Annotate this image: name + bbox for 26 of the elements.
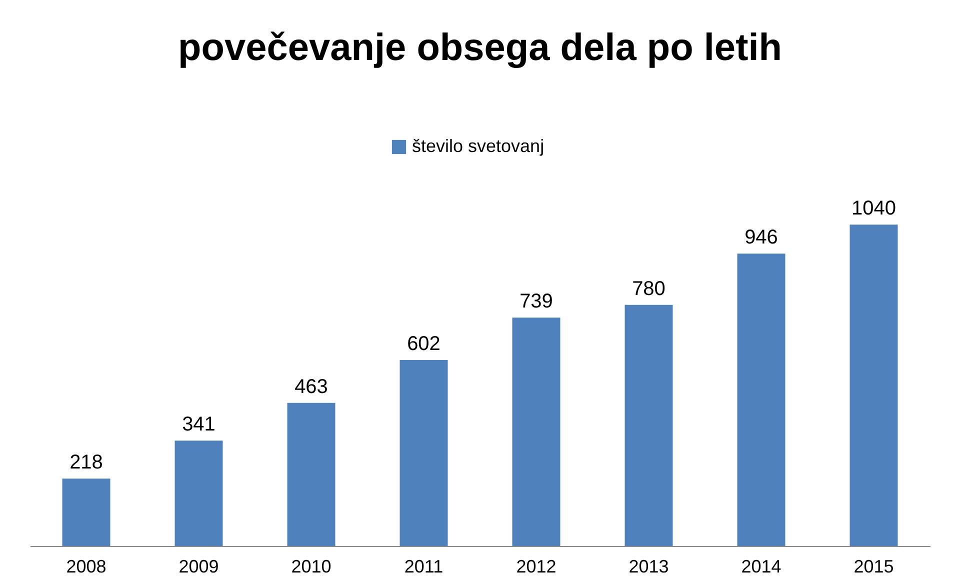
data-label: 739 xyxy=(520,290,553,313)
x-tick-label: 2008 xyxy=(66,556,106,576)
data-label: 1040 xyxy=(852,198,896,220)
data-label: 341 xyxy=(182,414,216,436)
x-tick-label: 2015 xyxy=(854,556,894,576)
bar xyxy=(512,318,560,546)
bar xyxy=(174,440,223,546)
bar xyxy=(624,304,673,546)
x-tick-label: 2013 xyxy=(628,556,669,576)
legend-label: število svetovanj xyxy=(412,136,544,156)
chart-title: povečevanje obsega dela po letih xyxy=(178,27,782,69)
data-label: 780 xyxy=(632,278,666,300)
bar xyxy=(850,224,898,546)
data-label: 602 xyxy=(407,332,440,355)
bar xyxy=(62,478,110,546)
bar xyxy=(400,360,448,546)
data-label: 463 xyxy=(294,376,328,398)
x-tick-label: 2014 xyxy=(741,556,782,576)
data-label: 218 xyxy=(70,452,103,474)
x-tick-label: 2011 xyxy=(404,556,444,576)
bar xyxy=(287,402,336,546)
x-tick-label: 2009 xyxy=(178,556,219,576)
x-tick-label: 2012 xyxy=(516,556,556,576)
data-label: 946 xyxy=(744,226,778,249)
x-tick-label: 2010 xyxy=(291,556,332,576)
bar xyxy=(737,254,786,546)
